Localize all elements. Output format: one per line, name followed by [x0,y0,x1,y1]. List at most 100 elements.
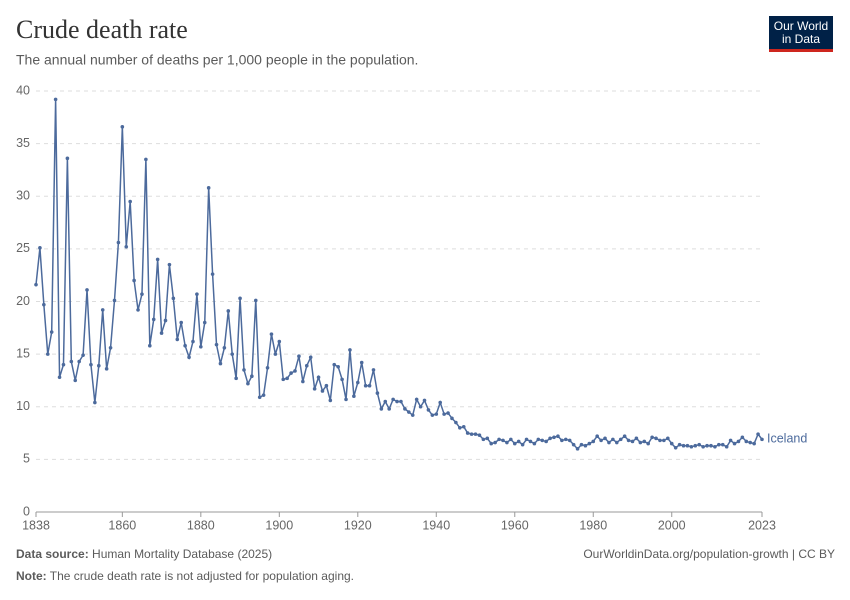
logo[interactable]: Our World in Data [769,16,833,52]
point [316,375,321,380]
x-tick-label: 1920 [344,518,372,532]
point [363,383,368,388]
point [717,442,721,447]
point [595,434,599,439]
point [403,407,407,411]
point [579,442,584,447]
point [512,441,517,446]
point [202,320,207,325]
point [516,439,521,444]
point [713,444,717,449]
point [434,412,439,416]
point [571,442,576,447]
url[interactable]: OurWorldinData.org/population-growth | C… [583,547,835,561]
logo-box [769,16,833,52]
point [242,368,246,372]
point [744,439,749,444]
point [324,383,329,388]
point [485,436,490,441]
point [163,318,168,323]
point [112,298,117,303]
point [210,272,215,276]
point [199,344,203,349]
point [493,440,497,445]
point [481,437,486,442]
point [214,342,219,347]
point [81,353,85,357]
point [116,240,121,245]
point [395,399,399,404]
point [308,355,313,360]
point [724,444,729,449]
point [124,244,129,249]
point [520,442,525,447]
point [61,362,66,367]
point [387,407,391,411]
point [709,443,713,448]
y-tick-label: 15 [16,346,30,360]
point [234,376,238,381]
point [666,436,670,441]
point [257,395,262,400]
point [49,330,54,334]
point [458,426,462,430]
point [591,439,596,444]
point [489,441,494,446]
point [465,431,470,435]
chart-subtitle: The annual number of deaths per 1,000 pe… [16,52,418,68]
note-text: The crude death rate is not adjusted for… [50,569,354,583]
point [418,404,423,409]
point [697,442,702,447]
point [85,288,89,292]
point [677,442,682,447]
point [195,292,199,296]
point [454,420,458,425]
point [65,156,70,161]
y-tick-label: 30 [16,189,30,203]
point [269,332,274,336]
point [658,438,662,443]
point [250,374,254,379]
point [383,399,388,404]
point [748,440,753,445]
point [469,432,474,436]
point [191,339,195,344]
point [297,354,301,359]
point [340,377,344,382]
point [132,278,136,283]
point [175,337,180,342]
point [669,441,674,446]
point [622,434,627,439]
point [289,371,293,375]
x-tick-label: 2000 [658,518,686,532]
point [38,246,42,250]
point [650,435,654,440]
point [320,389,325,393]
point [638,440,643,445]
point [560,438,564,443]
point [442,412,446,416]
point [304,363,309,368]
point [587,441,592,446]
point [446,411,450,415]
point [336,364,340,369]
logo-text: Our World [774,19,828,33]
point [618,437,623,442]
point [552,435,556,440]
point [183,343,187,348]
point [756,432,760,436]
point [536,437,541,442]
x-tick-label: 1860 [108,518,136,532]
logo-bar [769,49,833,52]
source-text: Human Mortality Database (2025) [92,547,272,561]
point [705,443,709,448]
point [355,380,360,385]
point [104,367,109,371]
point [532,441,537,446]
point [556,434,560,439]
y-tick-label: 10 [16,399,30,413]
point [399,399,403,404]
point [34,282,38,287]
